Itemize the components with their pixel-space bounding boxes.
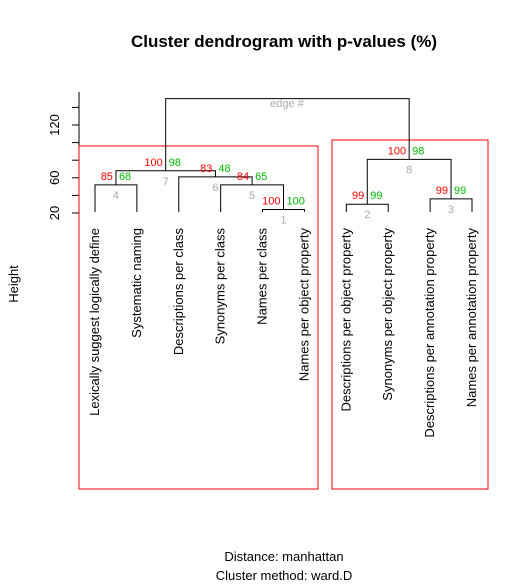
edge-number: 3: [448, 204, 454, 216]
leaf-label: Names per annotation property: [464, 228, 479, 408]
y-axis-label: Height: [6, 265, 21, 303]
edge-number: 1: [280, 214, 286, 226]
cluster-rect: [331, 139, 489, 490]
bp-value: 65: [255, 171, 267, 183]
leaf-label: Descriptions per annotation property: [422, 228, 437, 438]
bp-value: 98: [412, 145, 424, 157]
bp-value: 68: [119, 171, 131, 183]
leaf-label: Descriptions per class: [171, 228, 186, 356]
leaf-labels: Lexically suggest logically define System…: [87, 228, 479, 438]
edge-number: 6: [212, 182, 218, 194]
branch-1: [262, 208, 305, 212]
leaf-label: Synonyms per object property: [380, 228, 395, 401]
au-value: 100: [144, 157, 162, 169]
cluster-rectangles: [78, 139, 489, 490]
au-value: 99: [352, 190, 364, 202]
au-value: 99: [436, 185, 448, 197]
leaf-label: Descriptions per object property: [338, 228, 353, 412]
au-value: 85: [101, 171, 113, 183]
y-tick-label: 20: [47, 206, 62, 220]
au-value: 83: [200, 163, 212, 175]
leaf-label: Synonyms per class: [213, 228, 228, 345]
edge-legend-label: edge #: [270, 98, 305, 110]
bp-value: 100: [287, 195, 305, 207]
distance-caption: Distance: manhattan: [224, 549, 343, 564]
branch-9: [165, 98, 410, 171]
edge-number: 5: [249, 190, 255, 202]
chart-title: Cluster dendrogram with p-values (%): [131, 32, 437, 51]
y-axis: 20 60 120: [47, 92, 80, 220]
method-caption: Cluster method: ward.D: [216, 568, 353, 583]
cluster-rect: [78, 145, 319, 490]
au-value: 84: [237, 171, 249, 183]
bp-value: 99: [370, 190, 382, 202]
bp-value: 99: [454, 185, 466, 197]
edge-number: 4: [113, 190, 119, 202]
leaf-label: Names per object property: [296, 228, 311, 382]
y-tick-label: 120: [47, 114, 62, 136]
edge-number: 7: [163, 176, 169, 188]
y-tick-label: 60: [47, 171, 62, 185]
dendrogram-branches: [94, 98, 473, 212]
leaf-label: Systematic naming: [129, 228, 144, 338]
leaf-label: Lexically suggest logically define: [87, 228, 102, 416]
bp-value: 48: [218, 163, 230, 175]
edge-number: 2: [364, 209, 370, 221]
bp-value: 98: [169, 157, 181, 169]
leaf-label: Names per class: [255, 228, 270, 325]
au-value: 100: [262, 195, 280, 207]
edge-number: 8: [406, 164, 412, 176]
au-value: 100: [388, 145, 406, 157]
